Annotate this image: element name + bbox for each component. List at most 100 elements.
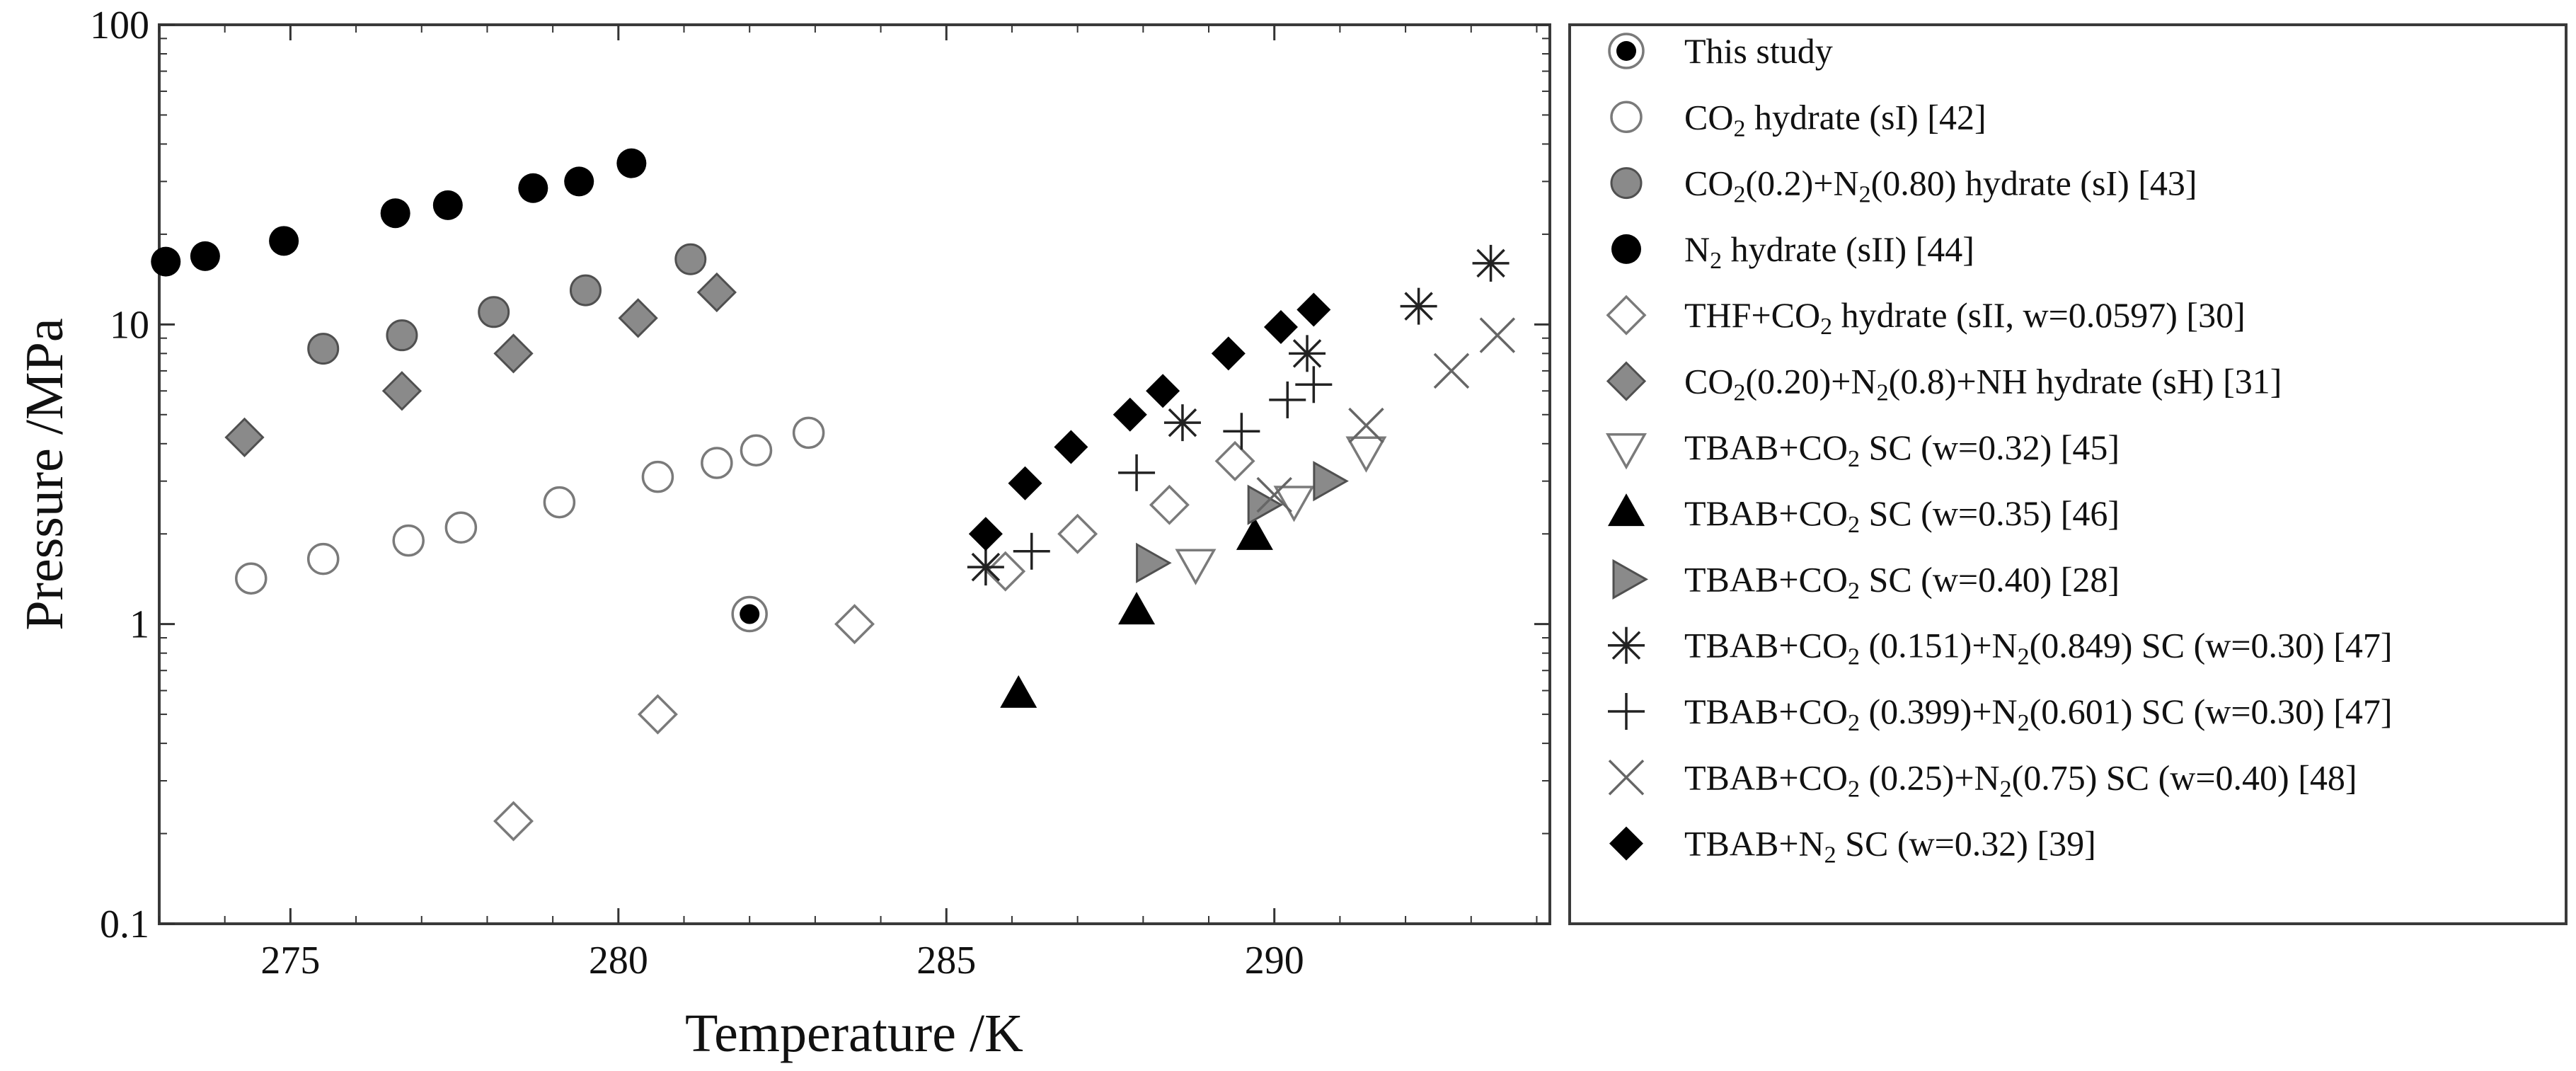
- legend-marker: [1610, 101, 1643, 134]
- data-point-series-2: [478, 296, 510, 328]
- legend-label-part: N: [1684, 229, 1710, 269]
- legend-item: TBAB+CO2 (0.399)+N2(0.601) SC (w=0.30) […: [1608, 692, 2393, 736]
- legend-label-subscript: 2: [1824, 842, 1836, 868]
- data-point-series-6: [1345, 436, 1387, 473]
- data-point-series-4: [493, 801, 534, 842]
- legend-label: TBAB+CO2 SC (w=0.35) [46]: [1684, 493, 2120, 538]
- legend-label-part: hydrate (sII, w=0.0597) [30]: [1832, 295, 2246, 335]
- legend-box: [1568, 23, 2568, 925]
- y-axis-title: Pressure /MPa: [15, 318, 74, 630]
- data-point-series-4: [1214, 440, 1255, 481]
- data-point-series-11: [1433, 353, 1470, 389]
- legend-label-subscript: 2: [1733, 379, 1745, 406]
- legend-marker: [1608, 693, 1645, 730]
- legend-item: THF+CO2 hydrate (sII, w=0.0597) [30]: [1606, 294, 2246, 340]
- legend-label-part: CO: [1684, 164, 1733, 203]
- data-point-series-12: [1263, 310, 1298, 345]
- legend-label-part: SC (w=0.40) [28]: [1860, 559, 2120, 599]
- legend-label: CO2(0.2)+N2(0.80) hydrate (sI) [43]: [1684, 164, 2197, 208]
- legend-label-subscript: 2: [1733, 115, 1745, 142]
- legend-label-subscript: 2: [1848, 445, 1860, 471]
- legend-item: N2 hydrate (sII) [44]: [1611, 229, 1974, 273]
- data-point-series-4: [834, 604, 875, 645]
- x-tick-label: 285: [916, 939, 976, 983]
- legend-label-part: (0.75) SC (w=0.40) [48]: [2012, 757, 2357, 797]
- data-point-series-10: [1013, 532, 1050, 570]
- data-point-series-1: [543, 486, 576, 519]
- legend-label-part: TBAB+N: [1684, 824, 1824, 864]
- legend-label-part: (0.399)+N: [1860, 692, 2018, 731]
- legend-label-part: (0.2)+N: [1745, 164, 1858, 203]
- legend-item: CO2(0.2)+N2(0.80) hydrate (sI) [43]: [1610, 164, 2197, 208]
- data-point-series-8: [1136, 542, 1172, 583]
- data-point-series-11: [1256, 476, 1292, 513]
- data-point-series-4: [637, 694, 678, 735]
- legend-marker: [1610, 167, 1643, 200]
- legend-marker: [1606, 294, 1647, 336]
- data-point-series-2: [307, 333, 340, 365]
- x-tick-label: 280: [589, 939, 648, 983]
- legend-label-part: SC (w=0.35) [46]: [1860, 493, 2120, 533]
- legend-marker: [1606, 361, 1647, 401]
- legend-label-part: CO: [1684, 97, 1733, 137]
- legend-marker: [1612, 559, 1649, 600]
- x-tick-label: 275: [260, 939, 320, 983]
- legend-label-part: TBAB+CO: [1684, 757, 1848, 797]
- legend-label-part: SC (w=0.32) [39]: [1836, 824, 2096, 864]
- data-point-series-4: [1149, 484, 1190, 525]
- legend-label: CO2(0.20)+N2(0.8)+NH hydrate (sH) [31]: [1684, 362, 2282, 406]
- data-point-series-5: [696, 272, 737, 313]
- data-point-series-3: [269, 226, 299, 256]
- legend-item: TBAB+CO2 SC (w=0.40) [28]: [1612, 559, 2120, 604]
- data-point-series-3: [518, 173, 548, 203]
- data-point-series-6: [1273, 486, 1315, 522]
- legend-label-part: (0.601) SC (w=0.30) [47]: [2030, 692, 2393, 731]
- data-point-series-1: [792, 416, 825, 449]
- y-tick-label: 0.1: [100, 903, 149, 946]
- data-point-series-4: [1057, 513, 1098, 554]
- legend-label: THF+CO2 hydrate (sII, w=0.0597) [30]: [1684, 295, 2246, 340]
- x-tick-label: 290: [1245, 939, 1304, 983]
- legend-label: TBAB+CO2 (0.151)+N2(0.849) SC (w=0.30) […: [1684, 626, 2393, 670]
- legend-label-subscript: 2: [2000, 776, 2012, 802]
- data-point-series-3: [432, 190, 463, 220]
- legend-item: TBAB+CO2 (0.151)+N2(0.849) SC (w=0.30) […: [1608, 626, 2393, 670]
- legend-marker: [1611, 234, 1641, 264]
- data-point-series-9: [1289, 335, 1326, 372]
- legend-item: TBAB+CO2 SC (w=0.32) [45]: [1606, 428, 2120, 472]
- legend-label: TBAB+N2 SC (w=0.32) [39]: [1684, 824, 2096, 869]
- legend-label-part: (0.849) SC (w=0.30) [47]: [2030, 626, 2393, 665]
- data-point-series-3: [151, 246, 181, 277]
- data-point-series-3: [190, 241, 220, 271]
- data-point-series-1: [740, 434, 773, 466]
- legend-item: CO2(0.20)+N2(0.8)+NH hydrate (sH) [31]: [1606, 361, 2282, 406]
- data-point-series-1: [306, 542, 340, 575]
- data-point-series-1: [641, 460, 674, 493]
- data-point-series-8: [1313, 461, 1349, 502]
- legend-marker: [1608, 760, 1645, 796]
- data-point-series-3: [380, 198, 410, 229]
- data-point-series-1: [392, 524, 425, 557]
- legend-label-subscript: 2: [1877, 379, 1889, 406]
- legend-item: TBAB+N2 SC (w=0.32) [39]: [1609, 824, 2096, 869]
- plot-frame: [158, 23, 1551, 925]
- data-point-series-5: [618, 298, 658, 338]
- legend-label: TBAB+CO2 SC (w=0.32) [45]: [1684, 428, 2120, 472]
- legend-label-subscript: 2: [1848, 776, 1860, 802]
- legend-label-part: hydrate (sII) [44]: [1722, 229, 1974, 269]
- data-points-layer: [151, 148, 1516, 842]
- legend-label-part: THF+CO: [1684, 295, 1820, 335]
- legend-label-part: TBAB+CO: [1684, 692, 1848, 731]
- legend-label-part: TBAB+CO: [1684, 493, 1848, 533]
- legend-label-part: (0.80) hydrate (sI) [43]: [1871, 164, 2197, 203]
- data-point-series-5: [224, 417, 265, 457]
- axes-layer: 275 280 285 290 0.1 1 10 100: [90, 4, 1550, 983]
- legend-label-part: TBAB+CO: [1684, 428, 1848, 467]
- y-tick-label: 10: [110, 303, 149, 347]
- data-point-series-12: [1146, 374, 1180, 408]
- data-point-series-1: [701, 447, 733, 479]
- legend-marker: [1608, 33, 1645, 69]
- data-point-series-3: [564, 166, 594, 197]
